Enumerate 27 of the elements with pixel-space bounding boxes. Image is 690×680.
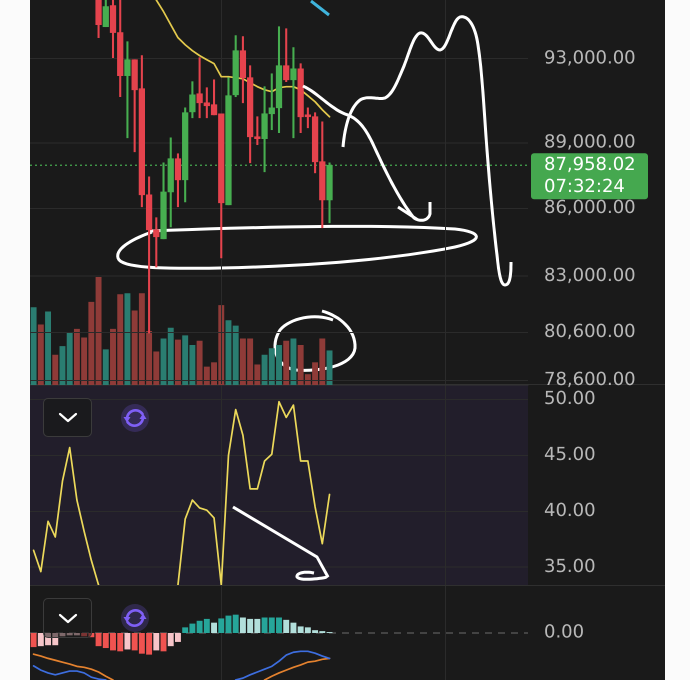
y-tick-label: 83,000.00 (544, 264, 636, 286)
bar (211, 622, 218, 633)
y-tick-label: 45.00 (544, 444, 596, 466)
y-tick-label: 86,000.00 (544, 196, 636, 218)
y-tick-label: 78,600.00 (544, 369, 636, 390)
text: 07:32:24 (544, 176, 625, 197)
bar (102, 349, 109, 385)
y-tick-label: 40.00 (544, 500, 596, 521)
bar (283, 340, 290, 385)
y-tick-label: 80,600.00 (544, 320, 636, 342)
bar (326, 350, 332, 385)
ref-line-label: 0.00 (544, 622, 584, 643)
y-tick-label: 89,000.00 (544, 131, 636, 152)
y-tick-label: 50.00 (544, 388, 596, 410)
bar (30, 633, 37, 648)
bar (38, 324, 44, 385)
bar (45, 312, 52, 385)
y-tick-label: 35.00 (544, 556, 596, 577)
bar (30, 307, 37, 385)
bar (175, 340, 181, 385)
bar (124, 633, 130, 650)
bar (290, 338, 296, 385)
y-tick-label: 93,000.00 (544, 47, 636, 68)
bar (160, 633, 166, 652)
bar (153, 633, 160, 650)
bar (124, 293, 130, 385)
ref-line-label: 87,958.02 (544, 154, 636, 175)
